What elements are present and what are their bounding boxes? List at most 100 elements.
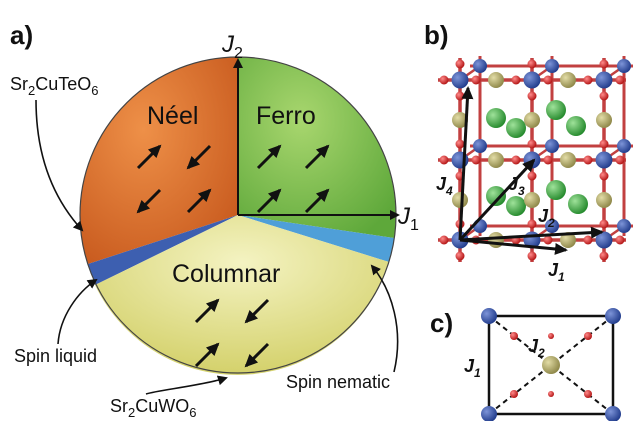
o-atom bbox=[543, 235, 553, 245]
o-atom bbox=[510, 332, 518, 340]
o-atom bbox=[584, 332, 592, 340]
spin-arrow bbox=[244, 342, 270, 368]
panel-b-label: b) bbox=[424, 20, 449, 50]
o-atom bbox=[439, 155, 449, 165]
o-atom bbox=[543, 75, 553, 85]
spin-arrow bbox=[186, 144, 212, 170]
cu-atom bbox=[617, 59, 631, 73]
spin-arrow bbox=[136, 144, 162, 170]
cu-atom bbox=[481, 308, 497, 324]
columnar-region bbox=[95, 215, 389, 375]
te-atom bbox=[488, 232, 504, 248]
cu-atom bbox=[473, 139, 487, 153]
sr-atom bbox=[506, 196, 526, 216]
o-atom bbox=[584, 390, 592, 398]
o-atom bbox=[599, 251, 609, 261]
spin-arrow bbox=[186, 188, 212, 214]
spin-nematic-label: Spin nematic bbox=[286, 372, 390, 392]
crystal-exchange-vectors bbox=[458, 86, 604, 255]
spin-nematic-pointer bbox=[370, 264, 399, 373]
o-atom bbox=[583, 75, 593, 85]
ferro-spins bbox=[256, 144, 330, 214]
cu-atom bbox=[545, 139, 559, 153]
crystal-j2-label: J2 bbox=[538, 206, 555, 230]
te-atom bbox=[560, 72, 576, 88]
cu-atom bbox=[473, 59, 487, 73]
crystal-j1-label: J1 bbox=[548, 260, 565, 284]
j4-vector bbox=[458, 86, 474, 241]
spin-arrow bbox=[194, 298, 220, 324]
o-atom bbox=[527, 251, 537, 261]
o-atom bbox=[527, 219, 537, 229]
o-atom bbox=[548, 391, 554, 397]
cu-atom bbox=[595, 71, 613, 89]
sr2cuteo6-pointer bbox=[35, 99, 84, 232]
spin-arrow bbox=[244, 298, 270, 324]
o-atom bbox=[455, 139, 465, 149]
o-atom bbox=[583, 155, 593, 165]
o-atom bbox=[439, 235, 449, 245]
spin-arrow bbox=[304, 144, 330, 170]
o-atom bbox=[599, 59, 609, 69]
sr-atom bbox=[568, 194, 588, 214]
te-atom bbox=[488, 72, 504, 88]
spin-arrow bbox=[256, 144, 282, 170]
plaquette-j1-label: J1 bbox=[464, 356, 481, 380]
sr-atom bbox=[546, 100, 566, 120]
cu-atom bbox=[545, 59, 559, 73]
te-atom bbox=[488, 152, 504, 168]
spin-nematic-region bbox=[238, 215, 394, 262]
columnar-spins bbox=[194, 298, 270, 368]
panel-c-label: c) bbox=[430, 308, 453, 338]
cu-atom bbox=[451, 71, 469, 89]
neel-label: Néel bbox=[147, 102, 198, 130]
o-atom bbox=[599, 171, 609, 181]
sr2cuwo6-label: Sr2CuWO6 bbox=[110, 396, 196, 420]
crystal-structure bbox=[438, 56, 633, 262]
o-atom bbox=[471, 155, 481, 165]
spin-liquid-pointer bbox=[57, 278, 98, 345]
neel-spins bbox=[136, 144, 212, 214]
o-atom bbox=[527, 59, 537, 69]
cu-atom bbox=[523, 71, 541, 89]
crystal-j3-label: J3 bbox=[508, 174, 525, 198]
o-atom bbox=[439, 75, 449, 85]
plaquette-square bbox=[487, 314, 615, 416]
sr-atom bbox=[546, 180, 566, 200]
o-atom bbox=[615, 235, 625, 245]
te-atom bbox=[524, 192, 540, 208]
spin-arrow bbox=[194, 342, 220, 368]
cu-atom bbox=[617, 219, 631, 233]
spin-arrow bbox=[136, 188, 162, 214]
te-atom bbox=[452, 112, 468, 128]
j1-axis-label: J1 bbox=[397, 203, 419, 234]
te-atom bbox=[542, 356, 560, 374]
te-atom bbox=[452, 192, 468, 208]
o-atom bbox=[599, 91, 609, 101]
ferro-region bbox=[238, 57, 396, 238]
o-atom bbox=[455, 251, 465, 261]
sr2cuteo6-label: Sr2CuTeO6 bbox=[10, 74, 99, 98]
cu-atom bbox=[595, 151, 613, 169]
plaquette bbox=[481, 308, 621, 421]
sr-atom bbox=[486, 186, 506, 206]
o-atom bbox=[527, 171, 537, 181]
j1-vector bbox=[459, 238, 568, 255]
o-atom bbox=[599, 139, 609, 149]
ferro-label: Ferro bbox=[256, 102, 316, 130]
spin-arrow bbox=[256, 188, 282, 214]
neel-region bbox=[80, 57, 238, 264]
sr2cuwo6-pointer bbox=[145, 375, 228, 395]
o-atom bbox=[615, 155, 625, 165]
cu-atom bbox=[481, 406, 497, 421]
spin-arrow bbox=[304, 188, 330, 214]
sr-atom bbox=[566, 116, 586, 136]
te-atom bbox=[596, 112, 612, 128]
cu-atom bbox=[473, 219, 487, 233]
o-atom bbox=[510, 390, 518, 398]
o-atom bbox=[455, 91, 465, 101]
o-atom bbox=[543, 155, 553, 165]
j2-vector bbox=[459, 226, 604, 242]
columnar-label: Columnar bbox=[172, 260, 280, 288]
